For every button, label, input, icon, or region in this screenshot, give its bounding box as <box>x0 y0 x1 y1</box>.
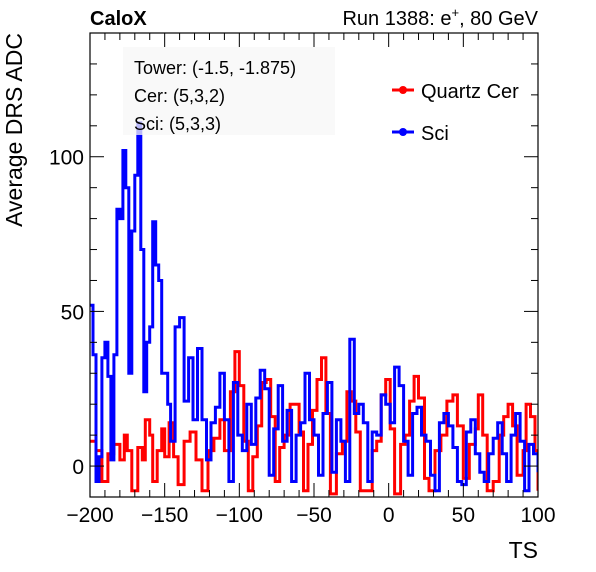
run-info: Run 1388: e+, 80 GeV <box>342 5 538 30</box>
x-tick-label: 100 <box>520 504 555 527</box>
run-info-sup: + <box>451 5 459 20</box>
legend-label-quartz-cer: Quartz Cer <box>421 81 519 103</box>
legend-dot-quartz-cer <box>399 86 407 94</box>
series-layer <box>90 121 538 496</box>
x-tick-label: −100 <box>216 504 263 527</box>
y-tick-label: 100 <box>49 147 84 170</box>
annotation-sci: Sci: (5,3,3) <box>134 114 221 134</box>
x-tick-label: −150 <box>141 504 188 527</box>
legend: Quartz Cer Sci <box>392 81 519 145</box>
axes-layer: −200 −150 −100 −50 0 50 100 0 50 100 <box>49 32 556 527</box>
y-axis-title: Average DRS ADC <box>1 33 27 227</box>
series-line-sci <box>90 121 538 493</box>
y-tick-label: 50 <box>61 301 84 324</box>
legend-label-sci: Sci <box>421 123 449 145</box>
x-axis-title: TS <box>509 537 538 563</box>
x-tick-label: 0 <box>383 504 395 527</box>
annotation-tower: Tower: (-1.5, -1.875) <box>134 58 296 78</box>
annotation-cer: Cer: (5,3,2) <box>134 86 225 106</box>
run-info-prefix: Run 1388: e <box>342 8 451 30</box>
annotation-box <box>123 47 335 135</box>
x-tick-label: −200 <box>66 504 113 527</box>
x-tick-label: 50 <box>452 504 475 527</box>
run-info-suffix: , 80 GeV <box>459 8 539 30</box>
y-tick-label: 0 <box>72 456 84 479</box>
x-tick-label: −50 <box>296 504 332 527</box>
legend-dot-sci <box>399 128 407 136</box>
experiment-label: CaloX <box>90 8 147 30</box>
series-line-quartz-cer <box>90 350 538 496</box>
